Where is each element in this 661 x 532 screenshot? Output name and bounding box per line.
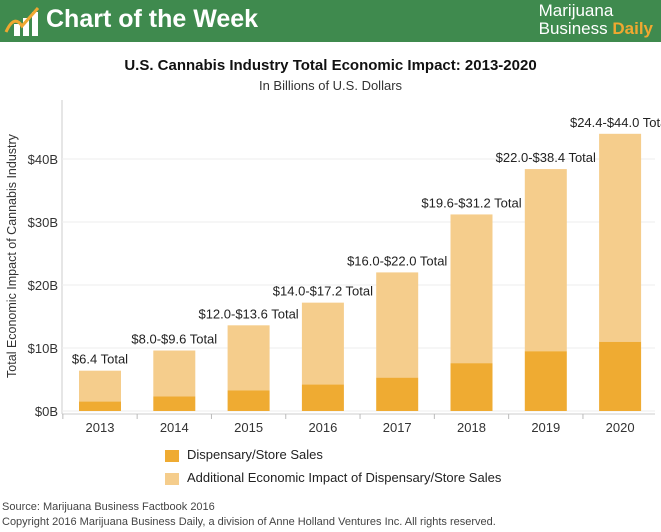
data-label: $12.0-$13.6 Total (198, 306, 298, 321)
bar-dispensary (227, 390, 270, 411)
y-tick-label: $0B (35, 404, 58, 419)
bar-dispensary (79, 401, 121, 411)
bar-dispensary (301, 384, 344, 411)
legend-item-dispensary: Dispensary/Store Sales (165, 447, 323, 462)
x-tick-label: 2020 (606, 420, 635, 435)
x-tick-label: 2013 (86, 420, 115, 435)
x-tick-label: 2018 (457, 420, 486, 435)
legend-label: Dispensary/Store Sales (187, 447, 323, 462)
x-tick-label: 2015 (234, 420, 263, 435)
brand-logo: Marijuana Business Daily (539, 2, 653, 38)
bar-additional (301, 302, 344, 385)
y-tick-label: $30B (28, 215, 58, 230)
bar-dispensary (524, 351, 567, 411)
x-tick-label: 2014 (160, 420, 189, 435)
data-label: $19.6-$31.2 Total (421, 195, 521, 210)
bar-additional (599, 133, 642, 342)
chart-subtitle: In Billions of U.S. Dollars (258, 78, 403, 93)
brand-line2: Business (538, 19, 608, 38)
y-tick-label: $10B (28, 341, 58, 356)
bar-additional (524, 169, 567, 352)
data-label: $6.4 Total (72, 352, 128, 367)
y-tick-label: $40B (28, 152, 58, 167)
data-label: $24.4-$44.0 Total (570, 115, 661, 130)
data-label: $22.0-$38.4 Total (496, 150, 596, 165)
bar-additional (79, 370, 121, 402)
copyright: Copyright 2016 Marijuana Business Daily,… (2, 516, 496, 528)
data-label: $16.0-$22.0 Total (347, 253, 447, 268)
legend-label: Additional Economic Impact of Dispensary… (187, 470, 502, 485)
data-label: $14.0-$17.2 Total (273, 284, 373, 299)
legend-swatch (165, 449, 179, 462)
banner-title: Chart of the Week (46, 5, 259, 33)
legend-item-additional: Additional Economic Impact of Dispensary… (165, 470, 501, 485)
banner: Chart of the Week Marijuana Business Dai… (0, 0, 661, 42)
source: Source: Marijuana Business Factbook 2016 (2, 501, 215, 513)
data-label: $8.0-$9.6 Total (131, 332, 217, 347)
x-tick-label: 2017 (383, 420, 412, 435)
bar-dispensary (153, 396, 196, 411)
bar-dispensary (599, 341, 642, 411)
bar-additional (450, 214, 493, 364)
bar-additional (153, 350, 196, 397)
legend-swatch (165, 472, 179, 485)
brand-line1: Marijuana (538, 1, 614, 20)
bar-dispensary (376, 377, 419, 411)
bar-dispensary (450, 363, 493, 411)
y-axis-label: Total Economic Impact of Cannabis Indust… (5, 133, 19, 378)
x-tick-label: 2016 (308, 420, 337, 435)
bar-additional (376, 272, 419, 378)
bar-additional (227, 325, 270, 391)
brand-line3: Daily (612, 19, 653, 38)
x-tick-label: 2019 (531, 420, 560, 435)
y-tick-label: $20B (28, 278, 58, 293)
chart-title: U.S. Cannabis Industry Total Economic Im… (124, 57, 537, 74)
chart-logo-icon (4, 7, 40, 36)
